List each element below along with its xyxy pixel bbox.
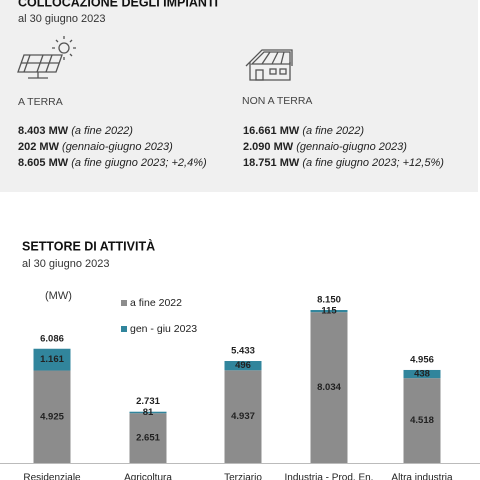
segment-label: 81 [143, 407, 154, 418]
stat-value: 18.751 MW [243, 157, 300, 169]
header-subtitle: al 30 giugno 2023 [18, 13, 105, 25]
stat-value: 202 MW [18, 141, 60, 153]
segment-label: 4.925 [40, 411, 64, 422]
total-label: 4.956 [410, 354, 434, 365]
bar-segment [33, 348, 71, 371]
location-label: NON A TERRA [242, 95, 312, 107]
total-label: 2.731 [136, 396, 160, 407]
location-stats: 8.403 MW (a fine 2022) 202 MW (gennaio-gi… [18, 125, 444, 169]
stat-value: 2.090 MW [243, 141, 294, 153]
segment-label: 4.937 [231, 411, 255, 422]
stat-note: (gennaio-giugno 2023) [296, 141, 407, 153]
segment-label: 115 [321, 306, 337, 317]
x-tick-label: Terziario [224, 473, 262, 480]
stat-note: (a fine 2022) [302, 125, 364, 137]
stat-line: 8.403 MW (a fine 2022) [18, 125, 133, 137]
stat-line: 202 MW (gennaio-giugno 2023) [18, 141, 173, 153]
stat-note: (a fine giugno 2023; +2,4%) [71, 157, 207, 169]
location-label: A TERRA [18, 96, 63, 108]
chart-subtitle: al 30 giugno 2023 [22, 258, 109, 270]
bar-segment [129, 413, 167, 463]
stat-note: (a fine giugno 2023; +12,5%) [302, 157, 444, 169]
stat-line: 2.090 MW (gennaio-giugno 2023) [243, 141, 407, 153]
header-title: COLLOCAZIONE DEGLI IMPIANTI [18, 0, 218, 9]
bar-segment [310, 310, 348, 313]
stat-value: 8.605 MW [18, 157, 69, 169]
x-tick-label: Altra industria [391, 473, 453, 480]
bar-segment [403, 378, 441, 463]
legend-label: gen - giu 2023 [130, 323, 197, 335]
location-panel [0, 0, 478, 192]
chart-title: SETTORE DI ATTIVITÀ [22, 238, 155, 253]
rooftop-solar-icon [245, 49, 293, 81]
segment-label: 438 [414, 369, 430, 380]
total-label: 5.433 [231, 346, 255, 357]
stat-line: 18.751 MW (a fine giugno 2023; +12,5%) [243, 157, 444, 169]
bar-segment [224, 361, 262, 371]
bar-segment [310, 312, 348, 463]
segment-label: 2.651 [136, 433, 160, 444]
legend-swatch [121, 300, 127, 306]
x-tick-label: Industria - Prod. En. [285, 473, 374, 480]
stat-value: 8.403 MW [18, 125, 69, 137]
total-label: 8.150 [317, 295, 341, 306]
segment-label: 496 [235, 360, 251, 371]
legend-label: a fine 2022 [130, 297, 182, 309]
stat-line: 8.605 MW (a fine giugno 2023; +2,4%) [18, 157, 207, 169]
ground-solar-icon [17, 36, 76, 79]
stat-value: 16.661 MW [243, 125, 300, 137]
segment-label: 8.034 [317, 382, 341, 393]
unit-label: (MW) [45, 290, 72, 302]
segment-label: 1.161 [40, 354, 64, 365]
chart: a fine 2022 gen - giu 2023 4.925 1.161 6.086… [0, 295, 480, 480]
stat-line: 16.661 MW (a fine 2022) [243, 125, 364, 137]
legend-swatch [121, 326, 127, 332]
total-label: 6.086 [40, 333, 64, 344]
bar-segment [224, 370, 262, 463]
x-tick-label: Residenziale [23, 473, 81, 480]
x-tick-label: Agricoltura [124, 473, 172, 480]
segment-label: 4.518 [410, 415, 434, 426]
bar-segment [33, 370, 71, 463]
bar-segment [129, 411, 167, 414]
bar-segment [403, 369, 441, 379]
stat-note: (gennaio-giugno 2023) [62, 141, 173, 153]
stat-note: (a fine 2022) [71, 125, 133, 137]
